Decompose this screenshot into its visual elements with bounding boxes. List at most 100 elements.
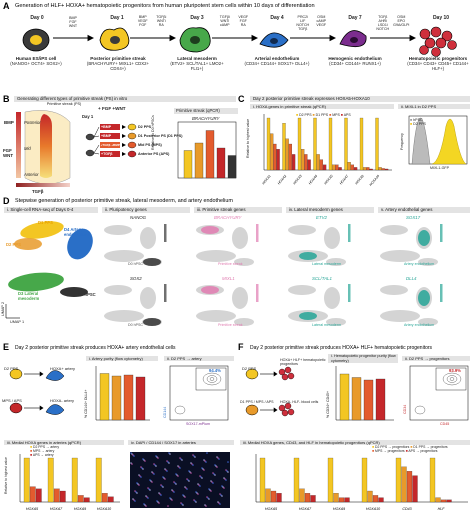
hoxa-bar bbox=[338, 167, 342, 171]
umap-tag: Lateral mesoderm bbox=[312, 323, 341, 327]
b-fgf-wnt-label: FGF WNT bbox=[3, 148, 13, 158]
umap-cluster bbox=[196, 250, 236, 262]
progenitor-gene-label: CD43 bbox=[402, 507, 411, 511]
umap-colorbar bbox=[164, 284, 167, 302]
umap-cluster bbox=[380, 225, 408, 235]
cell-nucleus bbox=[160, 494, 162, 496]
umap-gene-title: SCL/TAL1 bbox=[312, 276, 332, 281]
cell-nucleus bbox=[199, 485, 201, 487]
hoxa-bar bbox=[319, 159, 324, 171]
progenitor-hoxa-bar bbox=[304, 493, 311, 503]
panel-d-sub: iv. Lateral mesoderm genes bbox=[286, 207, 374, 213]
brachyury-bar bbox=[183, 150, 193, 179]
e-percent: 94.4% bbox=[209, 368, 221, 373]
cell-nucleus bbox=[156, 456, 158, 458]
umap-cluster bbox=[104, 225, 132, 235]
cell-nucleus bbox=[222, 486, 224, 488]
panel-d-letter: D bbox=[3, 196, 10, 206]
brachyury-bar bbox=[227, 155, 237, 179]
artery-hoxa-bar bbox=[107, 496, 114, 503]
cell-nucleus bbox=[199, 475, 201, 477]
cell-nucleus bbox=[183, 495, 185, 497]
panel-a-title: Generation of HLF+ HOXA+ hematopoietic p… bbox=[15, 3, 315, 9]
hoxa-chart: HOXA1 HOXA2 HOXA3 HOXA4 HOXA5 HOXA7 HOXA9 HOXA1… bbox=[261, 117, 389, 187]
hoxa-bar bbox=[291, 154, 296, 171]
progenitor-hoxa-bar bbox=[378, 497, 384, 503]
f-ylabel: % CD34+ CD45+ bbox=[326, 390, 330, 418]
umap-cluster bbox=[288, 285, 316, 295]
cell-nucleus bbox=[130, 452, 132, 454]
cell-nucleus bbox=[224, 478, 226, 480]
brachyury-chart bbox=[183, 130, 237, 179]
cell-nucleus bbox=[174, 482, 176, 484]
artery-hoxa-bar bbox=[47, 457, 54, 503]
cell-nucleus bbox=[166, 460, 168, 462]
umap-gene-title: SOX17 bbox=[406, 215, 421, 220]
cell-nucleus bbox=[165, 469, 167, 471]
cluster-label: D4 Artery endothelium bbox=[64, 227, 89, 237]
stage-day: Day 1 bbox=[110, 15, 124, 21]
hoxa-bar bbox=[301, 149, 305, 171]
factors-day3: TGFβi WNTi cAMP VEGF FGF RA bbox=[219, 15, 249, 27]
cell-nucleus bbox=[151, 471, 153, 473]
hoxa-gene-label: HOXA1 bbox=[261, 174, 272, 185]
hoxa-bar bbox=[359, 117, 364, 171]
progenitor-hoxa-bar bbox=[361, 457, 368, 503]
artery-hoxa-bar bbox=[95, 457, 102, 503]
hoxa-bar bbox=[297, 117, 302, 171]
f-legend: ■ D2 PPS → progenitors ■ D1 PPS → progen… bbox=[372, 445, 448, 453]
cell-nucleus bbox=[147, 497, 149, 499]
panel-d-sub: i. Single-cell RNA-seq of Days 0-4 bbox=[4, 207, 98, 213]
cell-nucleus bbox=[216, 456, 218, 458]
progenitor-hoxa-bar bbox=[372, 495, 379, 503]
artery-gene-label: HOXA5 bbox=[26, 507, 38, 511]
d2pps-histogram bbox=[431, 118, 467, 165]
umap-colorbar bbox=[348, 224, 351, 242]
cell-nucleus bbox=[212, 472, 214, 474]
umap-cluster bbox=[418, 258, 438, 266]
cell-nucleus bbox=[159, 493, 161, 495]
hemogenic-endothelium-cell-icon bbox=[339, 30, 367, 48]
umap-colorbar bbox=[348, 284, 351, 302]
brachyury-bar bbox=[194, 142, 204, 179]
progenitor-gene-label: HOXA9 bbox=[333, 507, 345, 511]
umap-cluster bbox=[104, 310, 144, 322]
cell-nucleus bbox=[167, 505, 169, 507]
cell-nucleus bbox=[157, 501, 159, 503]
panel-d-sub: v. Artery endothelial genes bbox=[378, 207, 470, 213]
progenitor-hoxa-bar bbox=[265, 488, 271, 503]
cell-nucleus bbox=[157, 457, 159, 459]
cell-nucleus bbox=[176, 474, 178, 476]
progenitor-hoxa-bar bbox=[333, 493, 339, 503]
cell-nucleus bbox=[227, 471, 229, 473]
f-flow-bot-out: HOXA- HLF- blood cells bbox=[280, 400, 319, 404]
b-cond-label: +BMP bbox=[101, 124, 112, 129]
cell-nucleus bbox=[140, 466, 142, 468]
umap-cluster bbox=[140, 227, 156, 249]
e-sub-iv: iv. DAPI / CD144 / SOX17 in arteries bbox=[128, 440, 234, 445]
cell-nucleus bbox=[192, 454, 194, 456]
cell-nucleus bbox=[181, 459, 183, 461]
cell-nucleus bbox=[220, 494, 222, 496]
umap-tag: Artery endothelium bbox=[404, 323, 435, 327]
b-cond-label: +TGFβ +BMP bbox=[100, 142, 120, 147]
cell-nucleus bbox=[205, 461, 207, 463]
b-chart-gene: BRACHYURY bbox=[192, 116, 220, 121]
cell-nucleus bbox=[181, 503, 183, 505]
artery-gene-label: HOXA10 bbox=[97, 507, 111, 511]
hoxa-bar bbox=[307, 159, 311, 171]
umap-expression bbox=[143, 318, 161, 326]
artery-hoxa-bar bbox=[77, 495, 84, 503]
progenitor-gene-label: HOXA7 bbox=[299, 507, 312, 511]
cell-nucleus bbox=[221, 485, 223, 487]
hoxa-bar bbox=[328, 117, 333, 171]
hpsc-histogram bbox=[411, 117, 431, 165]
e-sub-iii: iii. Medial HOXA genes in arteries (qPCR… bbox=[4, 440, 124, 445]
artery-hoxa-bar bbox=[35, 488, 42, 503]
cell-nucleus bbox=[171, 499, 173, 501]
cell-nucleus bbox=[154, 464, 156, 466]
c-flow-ylabel: Frequency bbox=[400, 133, 404, 150]
stage-day: Day 4 bbox=[270, 15, 284, 21]
hoxa-bar bbox=[313, 117, 317, 171]
cell-nucleus bbox=[143, 503, 145, 505]
